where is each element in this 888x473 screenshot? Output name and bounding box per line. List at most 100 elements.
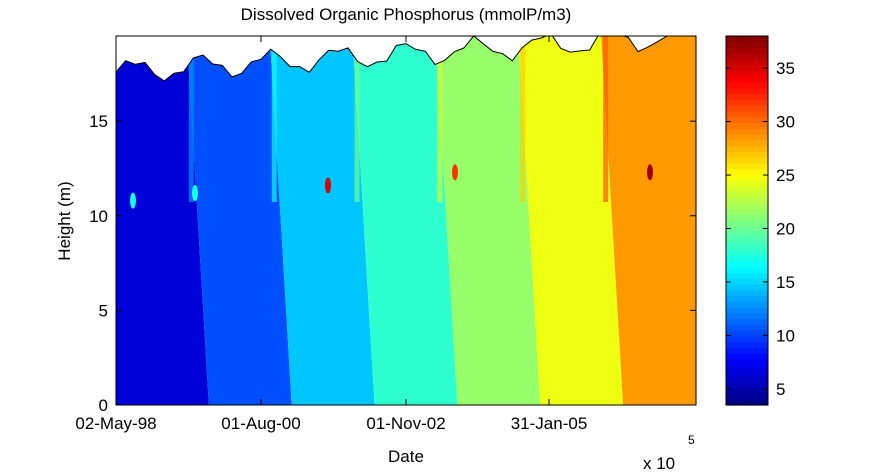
band-7 [601,36,696,405]
colorbar-segment [726,358,768,366]
y-tick-label: 5 [99,301,108,320]
colorbar-segment [726,347,768,354]
colorbar-segment [726,122,768,129]
band-stripe-3 [271,36,277,203]
plot-area [116,36,696,405]
colorbar-segment [726,237,768,245]
colorbar-tick-label: 10 [776,326,795,345]
colorbar-segment [726,134,768,141]
colorbar-segment [726,59,768,66]
colorbar-segment [726,174,768,181]
colorbar-segment [726,370,768,377]
colorbar-tick-label: 20 [776,220,795,239]
colorbar-segment [726,139,768,147]
colorbar-segment [726,393,768,400]
colorbar-segment [726,387,768,395]
y-axis: 0 5 10 15 [89,112,696,415]
colorbar-segment [726,330,768,337]
hotspot [325,177,331,194]
colorbar-segment [726,116,768,124]
colorbar-segment [726,191,768,199]
colorbar-segment [726,232,768,239]
colorbar-segment [726,110,768,118]
band-stripe-5 [437,36,443,203]
band-4 [352,36,458,405]
band-3 [269,36,375,405]
water-surface-mask [116,36,696,82]
colorbar-tick-label: 25 [776,166,795,185]
x-tick-label: 02-May-98 [75,414,156,433]
y-tick-label: 15 [89,112,108,131]
colorbar-segment [726,105,768,112]
colorbar-segment [726,82,768,89]
colorbar-segment [726,93,768,101]
colorbar-segment [726,318,768,325]
x-axis: 02-May-98 01-Aug-00 01-Nov-02 31-Jan-05 [75,36,587,433]
colorbar-segment [726,41,768,49]
colorbar-segment [726,151,768,158]
x-exponent-power: 5 [688,433,695,447]
x-axis-title: Date [388,447,424,466]
x-tick-label: 01-Aug-00 [221,414,300,433]
hotspot [192,185,198,202]
colorbar-segment [726,243,768,250]
colorbar-tick-label: 5 [776,380,785,399]
colorbar-tick-label: 15 [776,273,795,292]
colorbar-segment [726,312,768,320]
colorbar-frame [725,35,769,406]
hotspot-layer [130,164,653,209]
colorbar-segment [726,162,768,170]
colorbar-segment [726,381,768,389]
hotspot [647,164,653,181]
colorbar-segment [726,36,768,43]
colorbar-segment [726,87,768,95]
colorbar-segment [726,203,768,210]
colorbar-segment [726,157,768,164]
band-stripe-6 [520,36,526,203]
colorbar: 5 10 15 20 25 30 35 [725,35,795,406]
colorbar-segment [726,283,768,291]
colorbar-segment [726,324,768,331]
colorbar-segment [726,168,768,175]
colorbar-segment [726,47,768,54]
colorbar-segment [726,208,768,216]
band-layer [116,36,696,405]
colorbar-segment [726,353,768,360]
colorbar-segment [726,255,768,262]
colorbar-segment [726,272,768,279]
colorbar-segment [726,335,768,343]
colorbar-segment [726,376,768,383]
colorbar-segment [726,214,768,222]
y-tick-label: 0 [99,396,108,415]
band-5 [435,36,541,405]
colorbar-segment [726,260,768,268]
colorbar-segment [726,226,768,233]
colorbar-segment [726,99,768,106]
colorbar-segment [726,295,768,302]
x-tick-label: 31-Jan-05 [511,414,588,433]
colorbar-segment [726,341,768,348]
y-tick-label: 10 [89,207,108,226]
x-exponent-label: x 10 [643,454,675,473]
hotspot [452,164,458,181]
colorbar-segment [726,145,768,152]
colorbar-segment [726,289,768,297]
colorbar-segment [726,306,768,314]
x-tick-label: 01-Nov-02 [366,414,445,433]
colorbar-segment [726,128,768,135]
colorbar-segment [726,70,768,77]
y-axis-title: Height (m) [55,181,74,260]
colorbar-tick-label: 30 [776,113,795,132]
colorbar-segment [726,53,768,60]
colorbar-segment [726,185,768,193]
colorbar-segment [726,301,768,308]
band-6 [518,36,624,405]
colorbar-segment [726,220,768,227]
band-stripe-4 [354,36,360,203]
colorbar-segment [726,364,768,372]
colorbar-segment [726,197,768,204]
chart-title: Dissolved Organic Phosphorus (mmolP/m3) [241,5,572,24]
colorbar-segment [726,278,768,285]
hotspot [130,192,136,209]
